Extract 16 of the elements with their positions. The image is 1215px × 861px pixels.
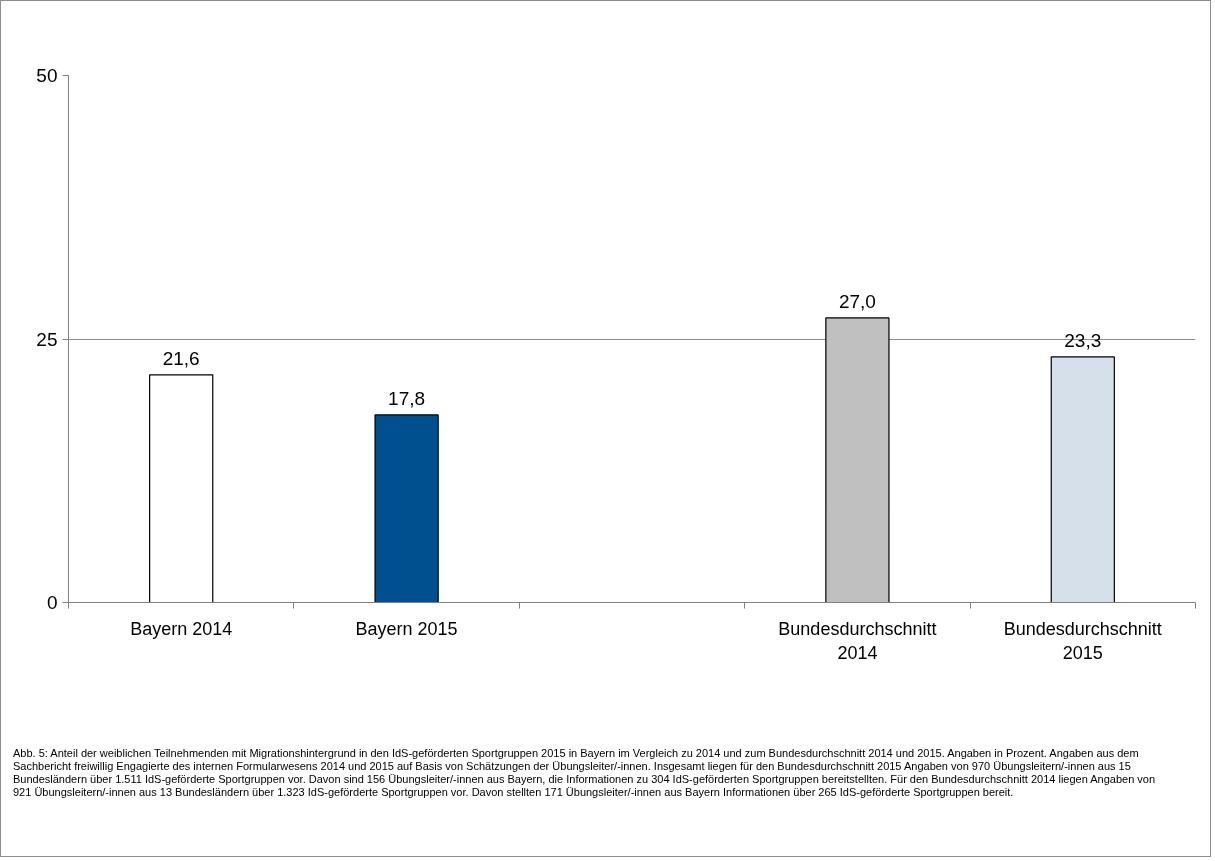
x-tick-label: Bundesdurchschnitt 2014 bbox=[778, 618, 937, 663]
x-tick-label: Bayern 2015 bbox=[355, 618, 458, 639]
data-label: 21,6 bbox=[162, 347, 200, 369]
bar bbox=[1050, 356, 1115, 603]
data-label: 17,8 bbox=[388, 387, 426, 409]
bar bbox=[149, 374, 214, 603]
bar bbox=[374, 414, 439, 603]
data-label: 27,0 bbox=[838, 290, 876, 312]
y-tick-label: 0 bbox=[46, 592, 58, 613]
y-tick-label: 50 bbox=[36, 65, 58, 86]
y-tick-label: 25 bbox=[36, 328, 58, 350]
x-tick-label: Bayern 2014 bbox=[130, 618, 233, 639]
bar bbox=[825, 317, 890, 603]
data-label: 23,3 bbox=[1064, 329, 1102, 351]
caption: Abb. 5: Anteil der weiblichen Teilnehmenden mit Migrationshintergrund in den IdS-geförderten Sportgruppen 2015 in Bayern im Vergleich zu 2014 und zum Bundesdurchschnitt 2014 und 2015. Angaben in Prozent. Angaben aus dem Sachbericht freiwillig Engagierte des internen Formularwesens 2014 und 2015 auf Basis von Schätzungen der Übungsleiter/-innen. Insgesamt liegen für den Bundesdurchschnitt 2015 Angaben von 970 Übungsleitern/-innen aus 15 Bundesländern über 1.511 IdS-geförderte Sportgruppen vor. Davon sind 156 Übungsleiter/-innen aus Bayern, die Informationen zu 304 IdS-geförderten Sportgruppen bereitstellten. Für den Bundesdurchschnitt 2014 liegen Angaben von 921 Übungsleitern/-innen aus 13 Bundesländern über 1.323 IdS-geförderte Sportgruppen vor. Davon stellten 171 Übungsleiter/-innen aus Bayern Informationen über 265 IdS-geförderte Sportgruppen bereit. bbox=[13, 747, 1157, 799]
x-tick-label: Bundesdurchschnitt 2015 bbox=[1003, 618, 1162, 663]
